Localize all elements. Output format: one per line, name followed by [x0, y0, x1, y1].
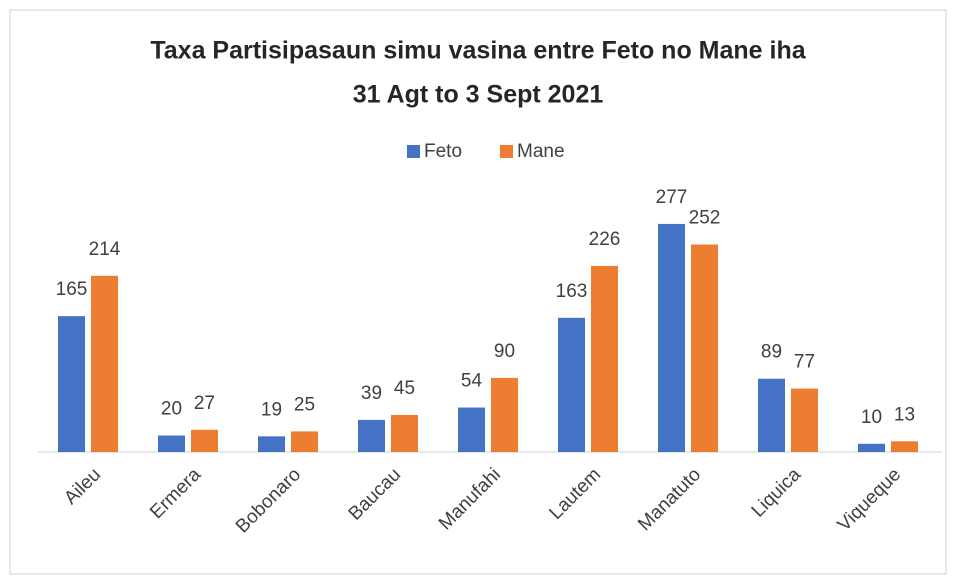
data-label: 27 — [194, 393, 215, 414]
data-label: 90 — [494, 341, 515, 362]
bar — [491, 377, 518, 452]
bar — [691, 244, 718, 452]
data-label: 89 — [761, 342, 782, 363]
data-label: 45 — [394, 378, 415, 399]
data-label: 226 — [589, 229, 621, 250]
bar — [758, 378, 785, 452]
data-label: 19 — [261, 399, 282, 420]
chart-frame — [9, 9, 947, 575]
chart-title: 31 Agt to 3 Sept 2021 — [353, 81, 604, 109]
data-label: 163 — [556, 281, 588, 302]
bar — [358, 419, 385, 452]
data-label: 77 — [794, 352, 815, 373]
legend-swatch — [500, 145, 513, 158]
bar — [258, 436, 285, 452]
data-label: 13 — [894, 404, 915, 425]
bar — [91, 275, 118, 452]
data-label: 165 — [56, 279, 88, 300]
bar — [658, 223, 685, 452]
bar — [858, 443, 885, 452]
chart-title: Taxa Partisipasaun simu vasina entre Fet… — [150, 37, 806, 65]
data-label: 20 — [161, 399, 182, 420]
bar — [391, 414, 418, 452]
bar — [891, 441, 918, 452]
bar — [791, 388, 818, 452]
bar — [558, 317, 585, 452]
legend-label: Mane — [517, 141, 565, 162]
bar — [191, 429, 218, 452]
data-label: 39 — [361, 383, 382, 404]
data-label: 214 — [89, 239, 121, 260]
bar — [58, 316, 85, 452]
data-label: 54 — [461, 371, 483, 392]
legend-swatch — [407, 145, 420, 158]
bar — [291, 431, 318, 452]
data-label: 25 — [294, 394, 315, 415]
data-label: 252 — [689, 208, 721, 229]
legend-label: Feto — [424, 141, 462, 162]
data-label: 10 — [861, 407, 882, 428]
data-label: 277 — [656, 187, 688, 208]
bar — [591, 265, 618, 452]
bar — [458, 407, 485, 452]
bar — [158, 435, 185, 452]
